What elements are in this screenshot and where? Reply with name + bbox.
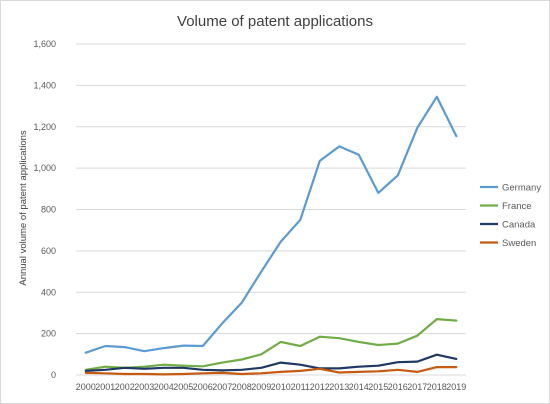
y-tick-label: 1,400 [33, 80, 56, 90]
y-tick-label: 0 [51, 370, 56, 380]
gridlines [76, 43, 466, 376]
x-tick-label: 2015 [368, 382, 388, 392]
legend-label-sweden: Sweden [502, 238, 536, 249]
y-tick-label: 400 [41, 287, 56, 297]
legend: Germany France Canada Sweden [480, 183, 541, 249]
y-tick-label: 1,600 [33, 39, 56, 49]
y-tick-label: 200 [41, 329, 56, 339]
series-lines [84, 95, 458, 376]
x-tick-label: 2018 [427, 382, 447, 392]
x-tick-label: 2009 [251, 382, 271, 392]
series-line-sweden [84, 366, 458, 376]
x-tick-label: 2001 [95, 382, 115, 392]
x-tick-label: 2011 [291, 382, 310, 392]
x-tick-label: 2003 [134, 382, 154, 392]
x-tick-label: 2002 [115, 382, 135, 392]
x-tick-label: 2004 [154, 382, 174, 392]
x-tick-label: 2019 [446, 382, 466, 392]
y-tick-label: 800 [41, 205, 56, 215]
x-tick-label: 2000 [76, 382, 96, 392]
y-tick-label: 1,200 [33, 122, 56, 132]
legend-label-france: France [502, 201, 532, 212]
x-tick-label: 2007 [212, 382, 232, 392]
x-axis-ticks: 2000 2001 2002 2003 2004 2005 2006 2007 2008 2009… [76, 382, 467, 392]
x-tick-label: 2012 [310, 382, 330, 392]
x-tick-label: 2014 [349, 382, 369, 392]
x-tick-label: 2005 [173, 382, 193, 392]
x-tick-label: 2006 [193, 382, 213, 392]
x-tick-label: 2013 [329, 382, 349, 392]
legend-label-canada: Canada [502, 220, 536, 231]
series-line-france [84, 318, 458, 371]
x-tick-label: 2017 [407, 382, 427, 392]
x-tick-label: 2008 [232, 382, 252, 392]
x-tick-label: 2016 [388, 382, 408, 392]
series-line-germany [84, 95, 458, 354]
series-line-canada [84, 353, 458, 372]
chart-title: Volume of patent applications [177, 13, 373, 30]
x-tick-label: 2010 [271, 382, 291, 392]
y-tick-label: 1,000 [33, 163, 56, 173]
y-axis-title: Annual volume of patent applications [18, 130, 29, 286]
y-axis-ticks: 0 200 400 600 800 1,000 1,200 1,400 1,600 [33, 39, 56, 380]
y-tick-label: 600 [41, 246, 56, 256]
legend-label-germany: Germany [502, 183, 541, 194]
